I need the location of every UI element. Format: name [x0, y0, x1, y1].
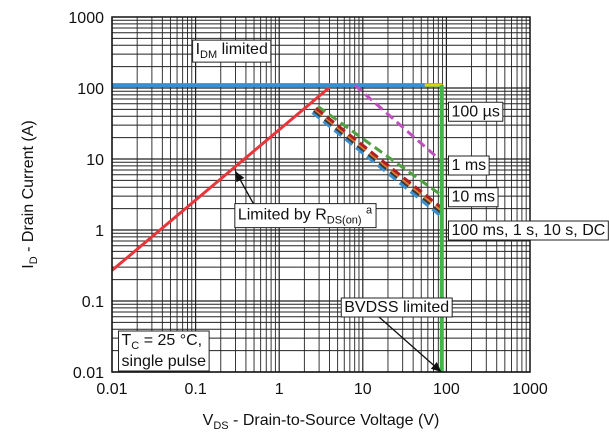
- x-tick-label: 0.1: [184, 381, 206, 398]
- plot-frame: [111, 16, 531, 373]
- annotation-4: 100 ms, 1 s, 10 s, DC: [447, 220, 609, 241]
- annotation-bg: [340, 297, 453, 318]
- series-group: [111, 83, 444, 372]
- series-line-8: [314, 107, 444, 210]
- annotation-bg: [447, 220, 609, 241]
- series-line-5: [311, 111, 444, 219]
- y-tick-label: 10: [86, 152, 104, 169]
- annotation-bg: [192, 39, 272, 63]
- x-tick-label: 1: [275, 381, 284, 398]
- y-tick-label: 1000: [68, 10, 104, 27]
- tick-labels: 0.01 0.1 1 10 100 1000 0.01 0.1 1 10 100 1000: [68, 10, 547, 398]
- annotation-text: 10 ms: [451, 189, 495, 206]
- annotation-5: Limited by RDS(on) a: [234, 171, 377, 229]
- annotation-bg: [447, 155, 490, 176]
- annotation-bg: [234, 203, 377, 229]
- annotation-1: 100 µs: [447, 101, 504, 122]
- y-tick-label: 100: [77, 81, 104, 98]
- x-tick-label: 10: [354, 381, 372, 398]
- annotation-text: 100 ms, 1 s, 10 s, DC: [451, 222, 605, 239]
- x-tick-label: 0.01: [96, 381, 127, 398]
- arrow-head: [235, 171, 245, 183]
- grid: [111, 17, 530, 373]
- annotation-text: TC = 25 °C, single pulse: [122, 332, 207, 370]
- annotation-0: IDM limited: [192, 39, 272, 63]
- arrow-head: [430, 362, 442, 372]
- annotation-6: BVDSS limited: [340, 297, 453, 373]
- y-tick-label: 1: [95, 223, 104, 240]
- annotation-7: TC = 25 °C, single pulse: [118, 330, 210, 372]
- series-line-3: [353, 83, 444, 164]
- annotation-text: Limited by RDS(on) a: [238, 205, 373, 227]
- y-tick-label: 0.1: [82, 294, 104, 311]
- x-tick-label: 1000: [512, 381, 548, 398]
- series-line-4: [317, 105, 444, 198]
- annotation-text: 1 ms: [451, 157, 486, 174]
- annotation-bg: [447, 101, 504, 122]
- annotation-3: 10 ms: [447, 187, 499, 208]
- x-tick-label: 100: [433, 381, 460, 398]
- annotation-bg: [447, 187, 499, 208]
- annotation-bg: [118, 330, 210, 372]
- annotations: IDM limited 100 µs 1 ms 10 ms 100 ms, 1 s, 1…: [118, 39, 609, 373]
- annotation-text: IDM limited: [196, 41, 268, 61]
- annotation-text: 100 µs: [451, 103, 499, 120]
- series-line-0: [111, 83, 334, 272]
- annotation-text: BVDSS limited: [344, 299, 449, 316]
- y-tick-label: 0.01: [73, 365, 104, 382]
- x-axis-label: VDS - Drain-to-Source Voltage (V): [203, 412, 440, 432]
- y-axis-label: ID - Drain Current (A): [20, 120, 40, 268]
- annotation-2: 1 ms: [447, 155, 490, 176]
